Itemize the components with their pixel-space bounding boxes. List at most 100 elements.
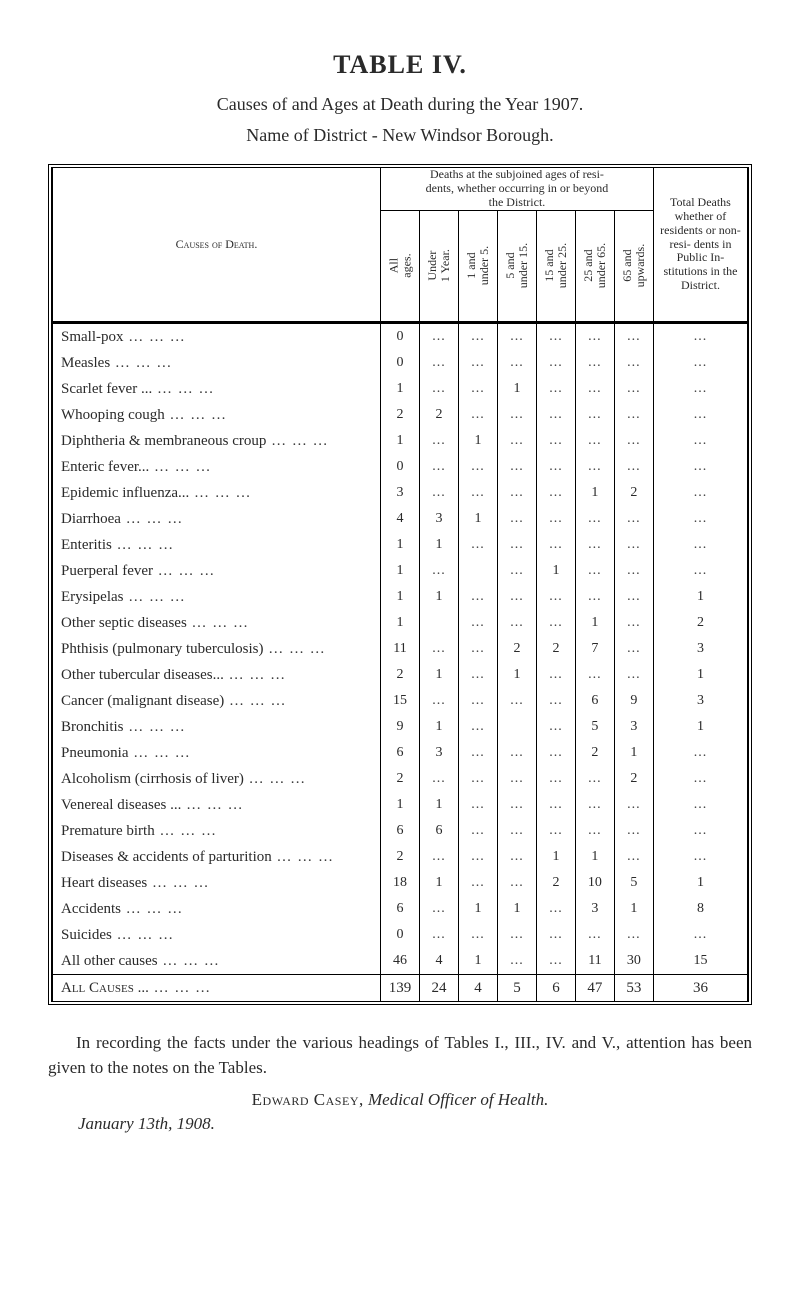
leader-dots: … … … (155, 823, 217, 839)
table-row: Diarrhoea … … …431............... (53, 506, 748, 532)
table-cell: ... (614, 844, 653, 870)
page: TABLE IV. Causes of and Ages at Death du… (0, 0, 800, 1194)
table-cell: 0 (381, 350, 420, 376)
cause-cell: Premature birth … … … (53, 818, 381, 844)
table-cell: ... (497, 584, 536, 610)
table-cell: ... (575, 662, 614, 688)
table-cell: 139 (381, 975, 420, 1002)
table-cell: 3 (653, 636, 747, 662)
table-cell: ... (653, 844, 747, 870)
table-cell: ... (497, 922, 536, 948)
table-cell: ... (653, 922, 747, 948)
table-cell: 1 (458, 428, 497, 454)
table-cell: ... (420, 922, 459, 948)
table-cell: 1 (381, 376, 420, 402)
table-cell: 46 (381, 948, 420, 975)
cause-cell: Alcoholism (cirrhosis of liver) … … … (53, 766, 381, 792)
table-cell: 2 (536, 870, 575, 896)
header-age-2: 1 and under 5. (458, 211, 497, 323)
table-cell: 11 (575, 948, 614, 975)
table-row: Erysipelas … … …11...............1 (53, 584, 748, 610)
table-cell: ... (575, 818, 614, 844)
table-cell: 2 (497, 636, 536, 662)
table-cell: ... (458, 792, 497, 818)
table-cell: 1 (653, 714, 747, 740)
table-cell: 3 (420, 506, 459, 532)
table-cell: 1 (381, 610, 420, 636)
header-row-1: Causes of Death. Deaths at the subjoined… (53, 168, 748, 211)
signature-title: Medical Officer of Health. (368, 1090, 548, 1109)
table-cell: ... (497, 323, 536, 351)
table-cell: ... (575, 532, 614, 558)
table-cell: 6 (536, 975, 575, 1002)
table-cell: ... (420, 558, 459, 584)
cause-cell: Suicides … … … (53, 922, 381, 948)
leader-dots: … … … (149, 459, 211, 475)
table-row: Diseases & accidents of parturition … … … (53, 844, 748, 870)
table-cell: 1 (575, 844, 614, 870)
table-cell: ... (536, 896, 575, 922)
table-cell: ... (458, 532, 497, 558)
table-row: Suicides … … …0..................... (53, 922, 748, 948)
table-cell: 1 (420, 532, 459, 558)
table-cell: ... (653, 376, 747, 402)
table-cell: 11 (381, 636, 420, 662)
cause-cell: Enteritis … … … (53, 532, 381, 558)
table-cell: 10 (575, 870, 614, 896)
table-outer-frame: Causes of Death. Deaths at the subjoined… (48, 164, 752, 1005)
leader-dots: … … … (123, 589, 185, 605)
table-row: Alcoholism (cirrhosis of liver) … … …2..… (53, 766, 748, 792)
table-cell: ... (497, 454, 536, 480)
table-row: Other septic diseases … … …1.........1..… (53, 610, 748, 636)
table-cell: ... (497, 350, 536, 376)
header-age-3-label: 5 and under 15. (504, 243, 529, 288)
table-cell: ... (420, 636, 459, 662)
header-age-6-label: 65 and upwards. (621, 244, 646, 288)
table-cell: ... (458, 870, 497, 896)
table-cell: 2 (381, 662, 420, 688)
table-cell: ... (536, 350, 575, 376)
table-cell: ... (536, 922, 575, 948)
table-cell: ... (575, 454, 614, 480)
header-age-0-label: All ages. (387, 254, 412, 278)
table-cell: ... (420, 376, 459, 402)
table-cell: ... (536, 376, 575, 402)
table-cell: ... (653, 740, 747, 766)
table-cell: ... (536, 506, 575, 532)
table-row: Other tubercular diseases... … … …21...1… (53, 662, 748, 688)
table-cell: ... (614, 402, 653, 428)
leader-dots: … … … (189, 485, 251, 501)
table-row: Bronchitis … … …91......531 (53, 714, 748, 740)
table-cell: ... (614, 376, 653, 402)
leader-dots: … … … (110, 355, 172, 371)
table-cell: 9 (381, 714, 420, 740)
leader-dots: … … … (147, 875, 209, 891)
table-cell: ... (653, 402, 747, 428)
leader-dots: … … … (244, 771, 306, 787)
table-row: Premature birth … … …66.................… (53, 818, 748, 844)
header-age-4-label: 15 and under 25. (543, 243, 568, 288)
header-age-1: Under 1 Year. (420, 211, 459, 323)
table-cell: ... (536, 688, 575, 714)
table-cell: 1 (497, 662, 536, 688)
table-cell: ... (575, 792, 614, 818)
table-row: Accidents … … …6...11...318 (53, 896, 748, 922)
signature-name: Edward Casey, (252, 1090, 364, 1109)
table-row: Enteric fever... … … …0.................… (53, 454, 748, 480)
header-age-2-label: 1 and under 5. (465, 246, 490, 285)
cause-cell: Bronchitis … … … (53, 714, 381, 740)
leader-dots: … … … (181, 797, 243, 813)
table-cell: ... (536, 948, 575, 975)
table-cell: ... (420, 323, 459, 351)
table-cell: ... (497, 948, 536, 975)
table-cell: ... (575, 584, 614, 610)
table-cell: 6 (381, 740, 420, 766)
table-cell: ... (536, 532, 575, 558)
cause-cell: Diseases & accidents of parturition … … … (53, 844, 381, 870)
table-row: Pneumonia … … …63.........21... (53, 740, 748, 766)
table-cell: 5 (497, 975, 536, 1002)
table-cell: ... (575, 506, 614, 532)
table-cell: 1 (420, 870, 459, 896)
cause-cell: Measles … … … (53, 350, 381, 376)
table-cell: ... (420, 480, 459, 506)
